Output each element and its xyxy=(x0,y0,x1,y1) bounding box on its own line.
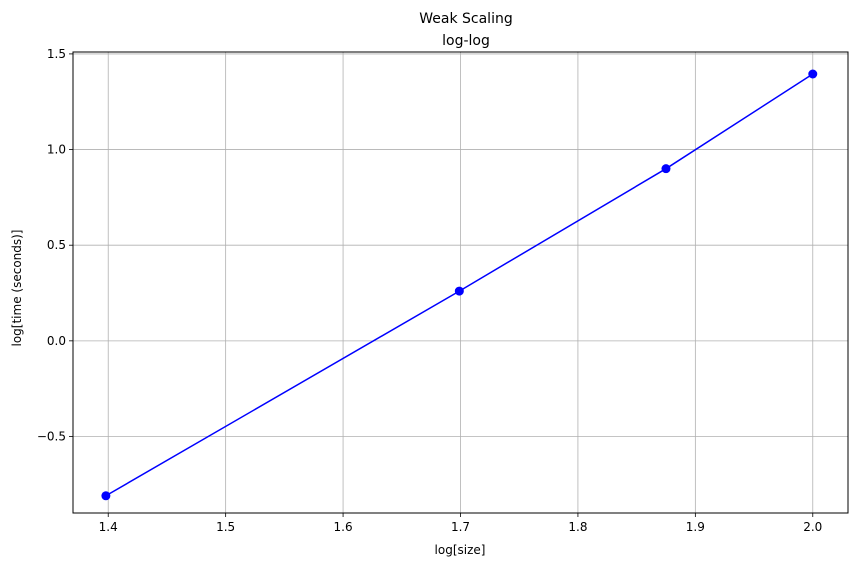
x-tick-label: 1.5 xyxy=(216,520,235,534)
y-tick-label: −0.5 xyxy=(37,429,66,443)
grid-lines xyxy=(73,52,848,513)
y-tick-label: 1.0 xyxy=(47,143,66,157)
data-point xyxy=(454,286,464,296)
y-tick-label: 0.5 xyxy=(47,238,66,252)
data-point xyxy=(661,164,671,174)
data-point xyxy=(101,491,111,501)
x-tick-label: 2.0 xyxy=(803,520,822,534)
y-tick-label: 1.5 xyxy=(47,47,66,61)
x-tick-label: 1.7 xyxy=(451,520,470,534)
data-point xyxy=(808,69,818,79)
chart-title: Weak Scaling xyxy=(419,11,512,27)
y-axis: −0.5 0.0 0.5 1.0 1.5 xyxy=(37,47,73,443)
series-layer xyxy=(101,69,818,501)
x-axis: 1.4 1.5 1.6 1.7 1.8 1.9 2.0 xyxy=(99,513,822,534)
x-tick-label: 1.8 xyxy=(568,520,587,534)
x-tick-label: 1.9 xyxy=(686,520,705,534)
x-axis-label: log[size] xyxy=(435,543,486,557)
x-tick-label: 1.4 xyxy=(99,520,118,534)
chart-subtitle: log-log xyxy=(442,33,490,49)
y-axis-label: log[time (seconds)] xyxy=(10,230,24,347)
y-tick-label: 0.0 xyxy=(47,334,66,348)
series-line xyxy=(105,73,814,497)
x-tick-label: 1.6 xyxy=(334,520,353,534)
